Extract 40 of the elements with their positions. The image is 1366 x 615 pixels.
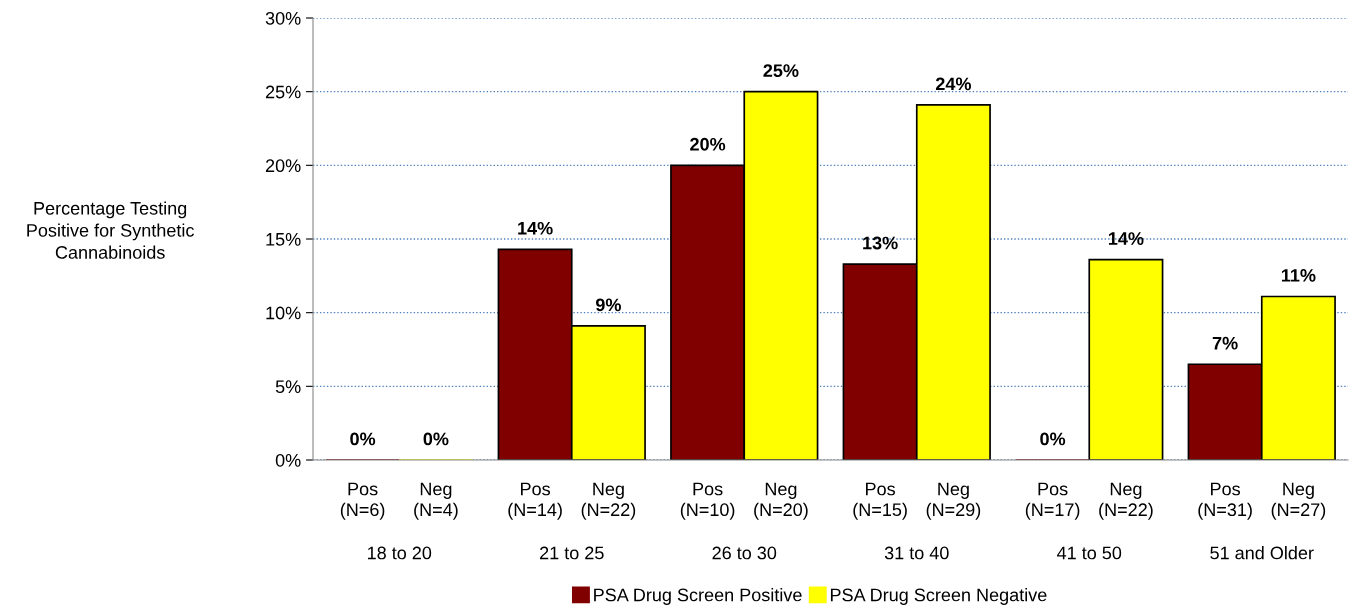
text: Pos (N=14) [508,482,562,520]
text: Pos (N=6) [340,482,385,520]
x-tick-label: 18 to 20 [368,546,432,560]
text: Pos (N=15) [853,482,907,520]
y-tick-label: 5% [275,380,301,394]
y-axis-title: Percentage Testing Positive for Synthetic Cannabinoids [27,201,194,259]
data-label: 13% [863,236,898,250]
text: Pos (N=31) [1198,482,1252,520]
y-tick-label: 10% [266,306,301,320]
x-tick-label: 21 to 25 [540,546,604,560]
text: Pos (N=17) [1025,482,1080,520]
text: Neg (N=20) [754,482,808,520]
y-tick-label: 30% [265,11,301,25]
data-label: 0% [350,432,376,446]
data-label: 11% [1281,269,1316,282]
y-tick-label: 15% [266,233,301,246]
data-label: 14% [518,221,553,235]
y-tick-label: 0% [275,453,301,467]
data-label: 7% [1212,336,1238,350]
legend-label: PSA Drug Screen Positive [594,588,802,605]
text: Neg (N=22) [1099,482,1153,520]
y-tick-label: 25% [265,85,301,99]
data-label: 0% [1040,432,1066,446]
data-label: 24% [935,77,971,91]
x-tick-label: 41 to 50 [1057,546,1122,560]
text: Neg (N=4) [414,482,458,520]
x-tick-label: 31 to 40 [884,546,949,560]
text: Pos (N=10) [680,482,735,520]
x-tick-label: 26 to 30 [712,546,777,560]
data-label: 20% [690,137,726,151]
text: Neg (N=27) [1271,482,1326,520]
x-tick-label: 51 and Older [1210,546,1314,560]
legend-label: PSA Drug Screen Negative [830,588,1047,605]
y-tick-label: 20% [265,159,301,173]
data-label: 9% [595,298,621,312]
text: Neg (N=29) [926,482,981,520]
data-label: 14% [1108,232,1144,245]
data-label: 0% [423,432,449,446]
text: Neg (N=22) [581,482,636,520]
data-label: 25% [763,64,799,77]
